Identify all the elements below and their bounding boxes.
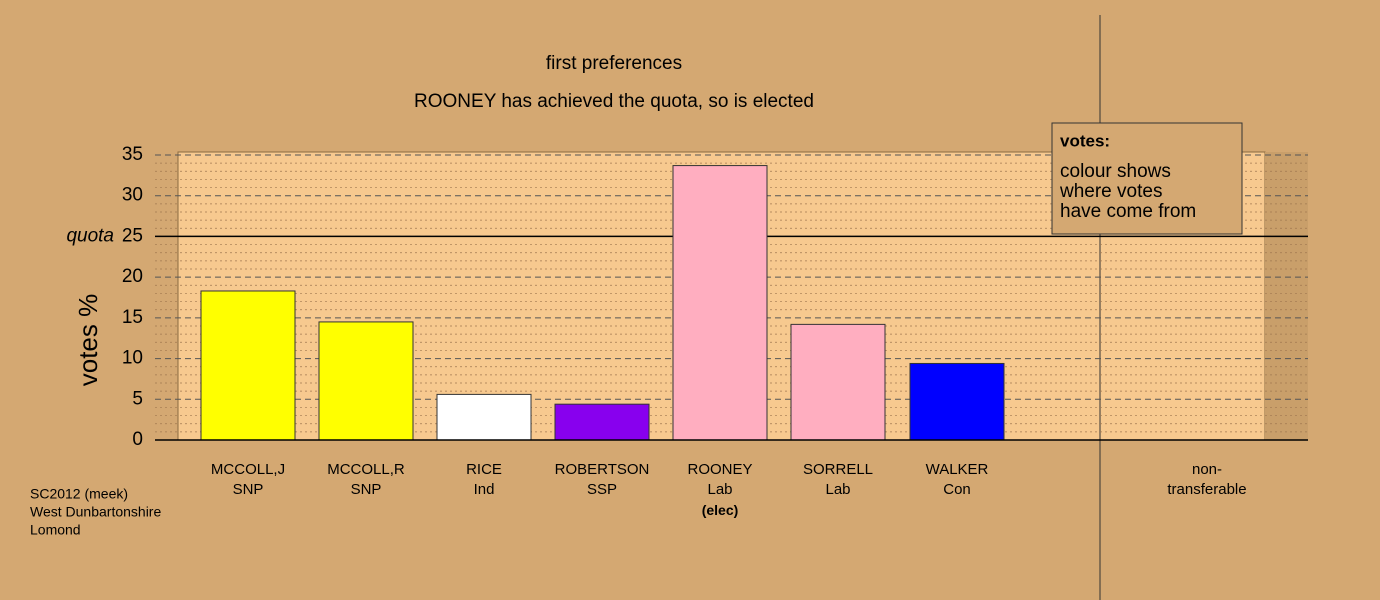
- footer-text: Lomond: [30, 522, 81, 538]
- y-axis-label: votes %: [73, 294, 103, 387]
- legend-text: where votes: [1059, 181, 1162, 202]
- category-label: MCCOLL,R: [327, 461, 405, 478]
- status-label: (elec): [701, 502, 739, 518]
- category-label-group: SORRELL Lab: [788, 460, 888, 500]
- category-label: non-transferable: [1167, 461, 1247, 498]
- bar: [909, 362, 1005, 441]
- bar: [554, 403, 650, 441]
- category-label-group: ROBERTSON SSP: [552, 460, 652, 500]
- party-label: Ind: [473, 481, 495, 498]
- y-tick-label: 5: [132, 388, 143, 409]
- party-label: SNP: [232, 481, 264, 498]
- bar: [318, 321, 414, 441]
- party-label: SNP: [350, 481, 382, 498]
- legend-box: [1051, 122, 1243, 235]
- plot-margin: [1265, 152, 1308, 440]
- bar: [672, 165, 768, 441]
- y-tick-label: 20: [122, 266, 143, 287]
- category-label-group: MCCOLL,R SNP: [316, 460, 416, 500]
- category-label: MCCOLL,J: [210, 461, 286, 478]
- quota-label: quota: [66, 225, 114, 246]
- y-tick-label: 30: [122, 185, 143, 206]
- party-label: Lab: [707, 481, 733, 498]
- category-label: WALKER: [925, 461, 989, 478]
- legend-title: votes:: [1060, 131, 1110, 150]
- category-label: ROONEY: [687, 461, 753, 478]
- category-label: RICE: [466, 461, 502, 478]
- chart-subtitle: ROONEY has achieved the quota, so is ele…: [414, 91, 814, 112]
- y-tick-label: 35: [122, 144, 143, 165]
- footer-text: West Dunbartonshire: [30, 504, 161, 520]
- chart-title: first preferences: [546, 53, 682, 74]
- y-tick-label: 15: [122, 307, 143, 328]
- category-label-group: WALKER Con: [907, 460, 1007, 500]
- legend-text: colour shows: [1060, 161, 1171, 182]
- party-label: Lab: [825, 481, 851, 498]
- category-label: ROBERTSON: [554, 461, 650, 478]
- bar: [436, 393, 532, 441]
- category-label-group: ROONEY Lab (elec): [670, 460, 770, 520]
- bar: [790, 323, 886, 441]
- category-label: SORRELL: [802, 461, 874, 478]
- category-label-group: MCCOLL,J SNP: [198, 460, 298, 500]
- y-tick-label: 0: [132, 429, 143, 450]
- footer-text: SC2012 (meek): [30, 486, 128, 502]
- category-label-group: RICE Ind: [434, 460, 534, 500]
- y-tick-label: 25: [122, 225, 143, 246]
- category-label-group: non-transferable: [1157, 460, 1257, 500]
- legend-text: have come from: [1060, 201, 1196, 222]
- party-label: SSP: [586, 481, 617, 498]
- party-label: Con: [943, 481, 971, 498]
- y-tick-label: 10: [122, 348, 143, 369]
- bar: [200, 290, 296, 441]
